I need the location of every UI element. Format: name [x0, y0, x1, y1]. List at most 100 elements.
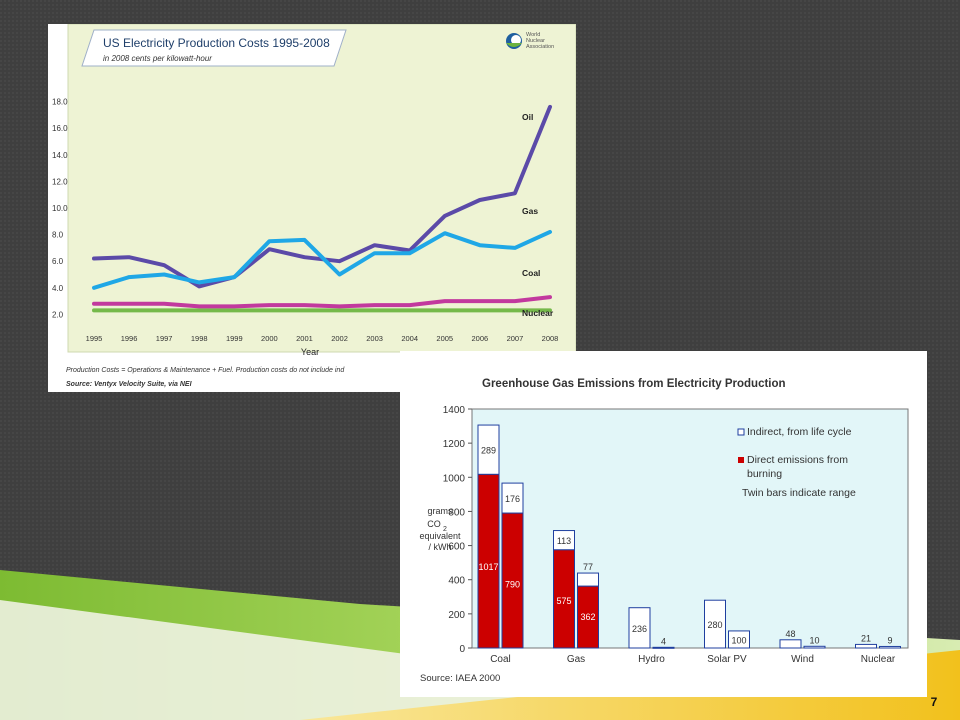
production-cost-chart-svg: US Electricity Production Costs 1995-200… — [52, 23, 577, 388]
production-cost-chart: US Electricity Production Costs 1995-200… — [48, 23, 577, 392]
x-category-label: Gas — [567, 654, 585, 665]
indirect-value-label: 48 — [785, 629, 795, 639]
plot-background — [68, 24, 576, 352]
bar-direct — [477, 473, 500, 649]
x-category-label: Solar PV — [707, 654, 747, 665]
y-tick-label: 1200 — [443, 439, 466, 450]
indirect-value-label: 9 — [887, 635, 892, 645]
x-tick-label: 2007 — [507, 334, 524, 343]
chart-title: Greenhouse Gas Emissions from Electricit… — [482, 378, 786, 390]
chart-subtitle: in 2008 cents per kilowatt-hour — [103, 54, 212, 63]
direct-value-label: 362 — [580, 612, 595, 622]
x-axis-label: Year — [301, 347, 319, 357]
bar-indirect — [803, 645, 826, 649]
logo-swoosh-icon — [506, 43, 522, 47]
x-tick-label: 2003 — [366, 334, 383, 343]
y-tick-label: 200 — [448, 610, 465, 621]
chart-footnote: Production Costs = Operations & Maintena… — [66, 367, 345, 374]
y-axis-label-line2: CO — [427, 519, 441, 529]
series-label-gas: Gas — [522, 206, 538, 216]
x-category-label: Wind — [791, 654, 814, 665]
x-tick-label: 2002 — [331, 334, 348, 343]
chart-source: Source: IAEA 2000 — [420, 673, 500, 684]
y-tick-label: 8.0 — [52, 231, 64, 240]
x-tick-label: 1995 — [86, 334, 103, 343]
y-tick-label: 2.0 — [52, 310, 64, 319]
emissions-chart-svg: Greenhouse Gas Emissions from Electricit… — [419, 378, 909, 684]
y-tick-label: 10.0 — [52, 204, 68, 213]
y-tick-label: 6.0 — [52, 257, 64, 266]
y-tick-label: 4.0 — [52, 284, 64, 293]
series-line-coal — [92, 295, 552, 309]
indirect-value-label: 280 — [707, 620, 722, 630]
bar-indirect — [779, 639, 802, 649]
bar-direct — [577, 585, 599, 649]
x-category-label: Coal — [490, 654, 511, 665]
indirect-value-label: 236 — [632, 624, 647, 634]
y-axis-label-line3: equivalent — [419, 531, 461, 541]
bar-direct — [553, 549, 575, 649]
x-category-label: Nuclear — [861, 654, 896, 665]
indirect-value-label: 176 — [505, 494, 520, 504]
chart-source: Source: Ventyx Velocity Suite, via NEI — [66, 381, 193, 388]
indirect-value-label: 289 — [481, 446, 496, 456]
y-tick-label: 12.0 — [52, 177, 68, 186]
logo-globe-highlight-icon — [511, 35, 521, 45]
y-tick-label: 800 — [448, 507, 465, 518]
y-axis-label-subscript: 2 — [443, 526, 447, 533]
legend-indirect-swatch — [737, 428, 745, 436]
legend-indirect-label: Indirect, from life cycle — [747, 426, 852, 438]
y-axis-label-line1: grams — [427, 506, 453, 516]
indirect-value-label: 100 — [731, 635, 746, 645]
y-tick-label: 16.0 — [52, 124, 68, 133]
y-tick-label: 14.0 — [52, 151, 68, 160]
x-tick-label: 2004 — [401, 334, 418, 343]
direct-value-label: 575 — [556, 596, 571, 606]
series-line-gas — [92, 229, 552, 290]
direct-value-label: 790 — [505, 579, 520, 589]
indirect-value-label: 113 — [557, 536, 571, 546]
title-banner — [81, 29, 347, 67]
plot-area — [471, 408, 909, 649]
series-label-oil: Oil — [522, 112, 533, 122]
indirect-value-label: 10 — [809, 635, 819, 645]
indirect-value-label: 4 — [661, 636, 666, 646]
legend-note: Twin bars indicate range — [742, 487, 856, 499]
direct-value-label: 1017 — [478, 562, 498, 572]
y-tick-label: 18.0 — [52, 98, 68, 107]
emissions-chart: Greenhouse Gas Emissions from Electricit… — [400, 351, 927, 697]
x-category-label: Hydro — [638, 654, 665, 665]
y-tick-label: 600 — [448, 542, 465, 553]
series-label-nuclear: Nuclear — [522, 308, 554, 318]
y-tick-label: 1000 — [443, 473, 466, 484]
bar-indirect — [652, 646, 675, 649]
logo-text: Association — [526, 44, 554, 50]
bar-indirect — [577, 572, 599, 587]
bar-direct — [501, 512, 524, 649]
x-tick-label: 2001 — [296, 334, 313, 343]
bar-indirect — [879, 645, 901, 649]
x-tick-label: 2005 — [436, 334, 453, 343]
y-axis-label-line4: / kWh — [428, 542, 451, 552]
x-tick-label: 1998 — [191, 334, 208, 343]
indirect-value-label: 77 — [583, 562, 593, 572]
x-tick-label: 1997 — [156, 334, 173, 343]
x-tick-label: 2000 — [261, 334, 278, 343]
x-tick-label: 2006 — [472, 334, 489, 343]
legend-direct-label-line1: Direct emissions from — [747, 454, 848, 466]
logo-text: World — [526, 32, 540, 38]
bar-indirect — [728, 630, 750, 649]
logo-text: Nuclear — [526, 38, 545, 44]
x-tick-label: 2008 — [542, 334, 559, 343]
x-tick-label: 1996 — [121, 334, 138, 343]
indirect-value-label: 21 — [861, 633, 871, 643]
legend-direct-swatch — [738, 457, 744, 463]
y-tick-label: 400 — [448, 576, 465, 587]
bar-indirect — [855, 643, 877, 649]
y-tick-label: 1400 — [443, 405, 466, 416]
bar-indirect — [628, 607, 651, 649]
y-tick-label: 0 — [459, 644, 465, 655]
series-label-coal: Coal — [522, 268, 540, 278]
page-number: 7 — [930, 695, 938, 709]
